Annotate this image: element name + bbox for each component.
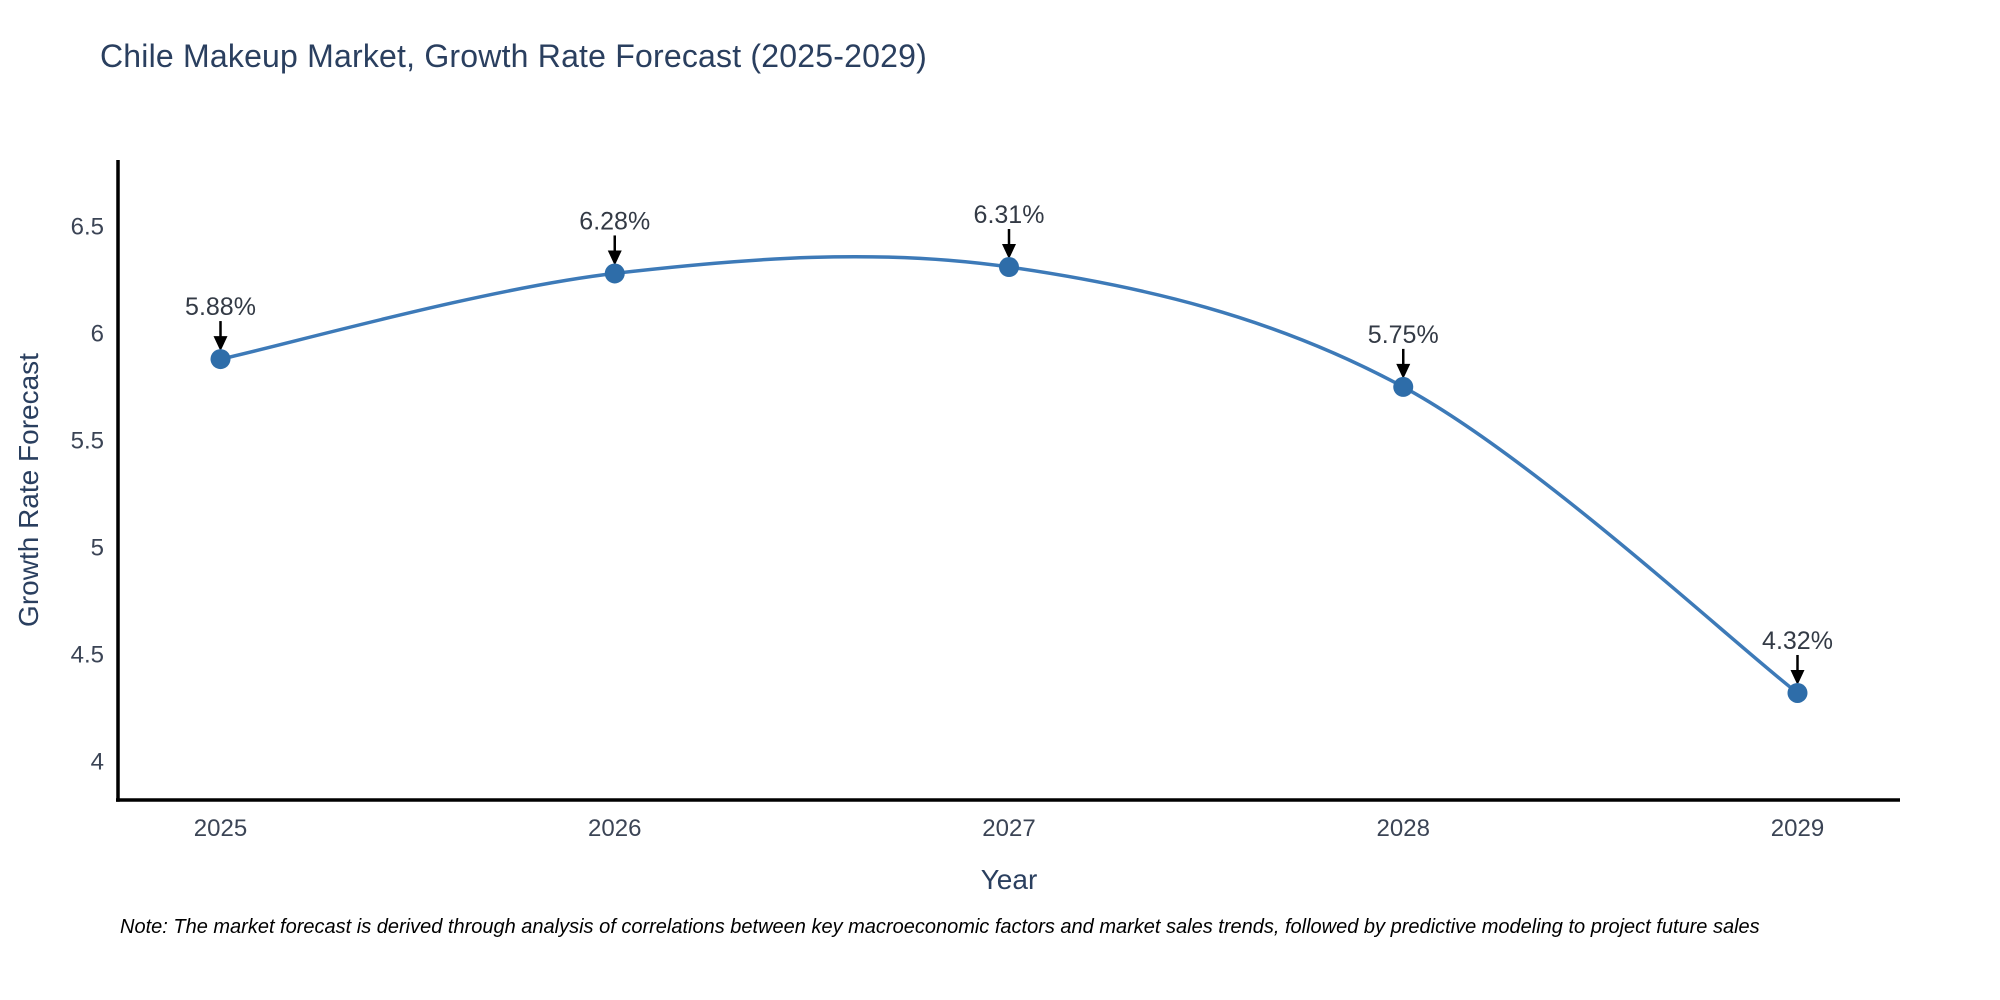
data-point-2025: [210, 349, 231, 370]
annotation-arrow-head: [1002, 244, 1016, 260]
annotation-arrow-head: [213, 336, 228, 352]
y-tick-label: 5: [91, 534, 104, 561]
x-tick-label: 2029: [1771, 815, 1824, 842]
annotation-arrow-head: [1396, 363, 1411, 379]
x-tick-label: 2027: [982, 815, 1035, 842]
footnote-container: Note: The market forecast is derived thr…: [120, 916, 2000, 939]
forecast-line: [220, 254, 1799, 695]
data-point-2026: [604, 263, 625, 284]
x-axis-title: Year: [981, 864, 1038, 895]
data-label-2026: 6.28%: [579, 207, 650, 235]
data-label-2028: 5.75%: [1368, 321, 1439, 349]
annotation-arrow-head: [1790, 669, 1805, 685]
y-tick-label: 6: [91, 320, 104, 347]
data-label-2027: 6.31%: [974, 201, 1045, 229]
y-tick-label: 5.5: [71, 427, 104, 454]
data-point-2028: [1393, 376, 1414, 397]
data-label-2029: 4.32%: [1762, 627, 1833, 655]
x-tick-label: 2028: [1377, 815, 1430, 842]
chart-title: Chile Makeup Market, Growth Rate Forecas…: [100, 38, 927, 74]
x-tick-label: 2026: [588, 815, 641, 842]
y-tick-label: 4: [91, 748, 104, 775]
y-tick-label: 6.5: [71, 213, 104, 240]
footnote-text: Note: The market forecast is derived thr…: [120, 916, 1760, 938]
data-label-2025: 5.88%: [185, 293, 256, 321]
x-tick-label: 2025: [194, 815, 247, 842]
annotation-arrow-head: [607, 250, 622, 266]
y-axis-title: Growth Rate Forecast: [13, 353, 44, 627]
y-tick-label: 4.5: [71, 641, 104, 668]
data-point-2027: [999, 257, 1019, 278]
data-point-2029: [1787, 682, 1808, 703]
